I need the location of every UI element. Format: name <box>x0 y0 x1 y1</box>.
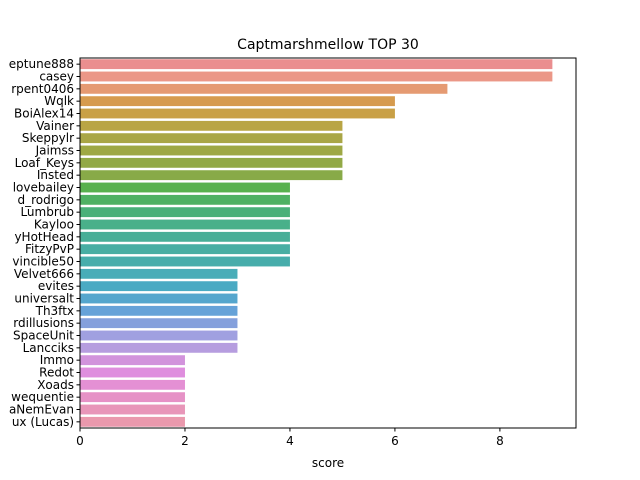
x-axis-label: score <box>312 456 344 470</box>
bar-1 <box>80 71 553 82</box>
bar-17 <box>80 268 238 279</box>
bar-22 <box>80 330 238 341</box>
y-tick-label: Redot <box>39 366 74 380</box>
y-tick-label: yHotHead <box>14 230 74 244</box>
bar-12 <box>80 207 290 218</box>
bar-25 <box>80 367 185 378</box>
bar-20 <box>80 305 238 316</box>
bar-19 <box>80 293 238 304</box>
bar-14 <box>80 231 290 242</box>
bar-26 <box>80 379 185 390</box>
y-tick-label: BoiAlex14 <box>14 107 74 121</box>
x-tick-label: 0 <box>76 434 84 448</box>
y-tick-label: vincible50 <box>12 255 74 269</box>
bar-13 <box>80 219 290 230</box>
y-tick-label: Loaf_Keys <box>15 156 74 170</box>
plot-frame <box>79 57 577 429</box>
y-tick-label: Wqlk <box>44 94 74 108</box>
y-tick-label: Skeppylr <box>22 131 74 145</box>
bar-23 <box>80 342 238 353</box>
x-ticks: 0 2 4 6 8 <box>76 428 504 448</box>
bar-11 <box>80 194 290 205</box>
y-tick-label: evites <box>38 279 74 293</box>
y-tick-label: SpaceUnit <box>13 329 74 343</box>
x-tick-label: 4 <box>286 434 294 448</box>
y-tick-label: wequentie <box>11 390 74 404</box>
y-tick-label: d_rodrigo <box>18 193 74 207</box>
y-tick-label: Lancciks <box>23 341 74 355</box>
bars-group <box>80 59 553 427</box>
x-tick-label: 6 <box>391 434 399 448</box>
bar-21 <box>80 318 238 329</box>
bar-8 <box>80 157 343 168</box>
y-tick-label: Vainer <box>36 119 74 133</box>
y-tick-label: universalt <box>14 292 74 306</box>
bar-0 <box>80 59 553 70</box>
bar-18 <box>80 281 238 292</box>
y-tick-label: lovebailey <box>13 181 74 195</box>
y-tick-label: Immo <box>40 353 74 367</box>
bar-15 <box>80 244 290 255</box>
bar-16 <box>80 256 290 267</box>
y-tick-label: Jaimss <box>35 144 74 158</box>
y-tick-label: rdillusions <box>13 316 74 330</box>
bar-6 <box>80 133 343 144</box>
bar-7 <box>80 145 343 156</box>
y-tick-label: Xoads <box>37 378 74 392</box>
bar-9 <box>80 170 343 181</box>
y-tick-label: casey <box>39 70 74 84</box>
bar-10 <box>80 182 290 193</box>
y-tick-label: rpent0406 <box>11 82 74 96</box>
y-tick-label: Velvet666 <box>14 267 74 281</box>
bar-3 <box>80 96 395 107</box>
bar-5 <box>80 120 343 131</box>
bar-4 <box>80 108 395 119</box>
bar-29 <box>80 416 185 427</box>
y-tick-label: Kayloo <box>34 218 74 232</box>
y-tick-label: Th3ftx <box>35 304 74 318</box>
chart-title: Captmarshmellow TOP 30 <box>237 37 419 53</box>
bar-2 <box>80 83 448 94</box>
y-tick-label: FitzyPvP <box>25 242 74 256</box>
bar-24 <box>80 355 185 366</box>
bar-28 <box>80 404 185 415</box>
y-tick-label: ux (Lucas) <box>12 415 74 429</box>
y-tick-labels: eptune888caseyrpent0406WqlkBoiAlex14Vain… <box>9 57 80 429</box>
x-tick-label: 8 <box>496 434 504 448</box>
y-tick-label: Insted <box>37 168 74 182</box>
y-tick-label: eptune888 <box>9 57 74 71</box>
y-tick-label: aNemEvan <box>9 403 74 417</box>
bar-27 <box>80 392 185 403</box>
x-tick-label: 2 <box>181 434 189 448</box>
y-tick-label: Lumbrub <box>20 205 74 219</box>
